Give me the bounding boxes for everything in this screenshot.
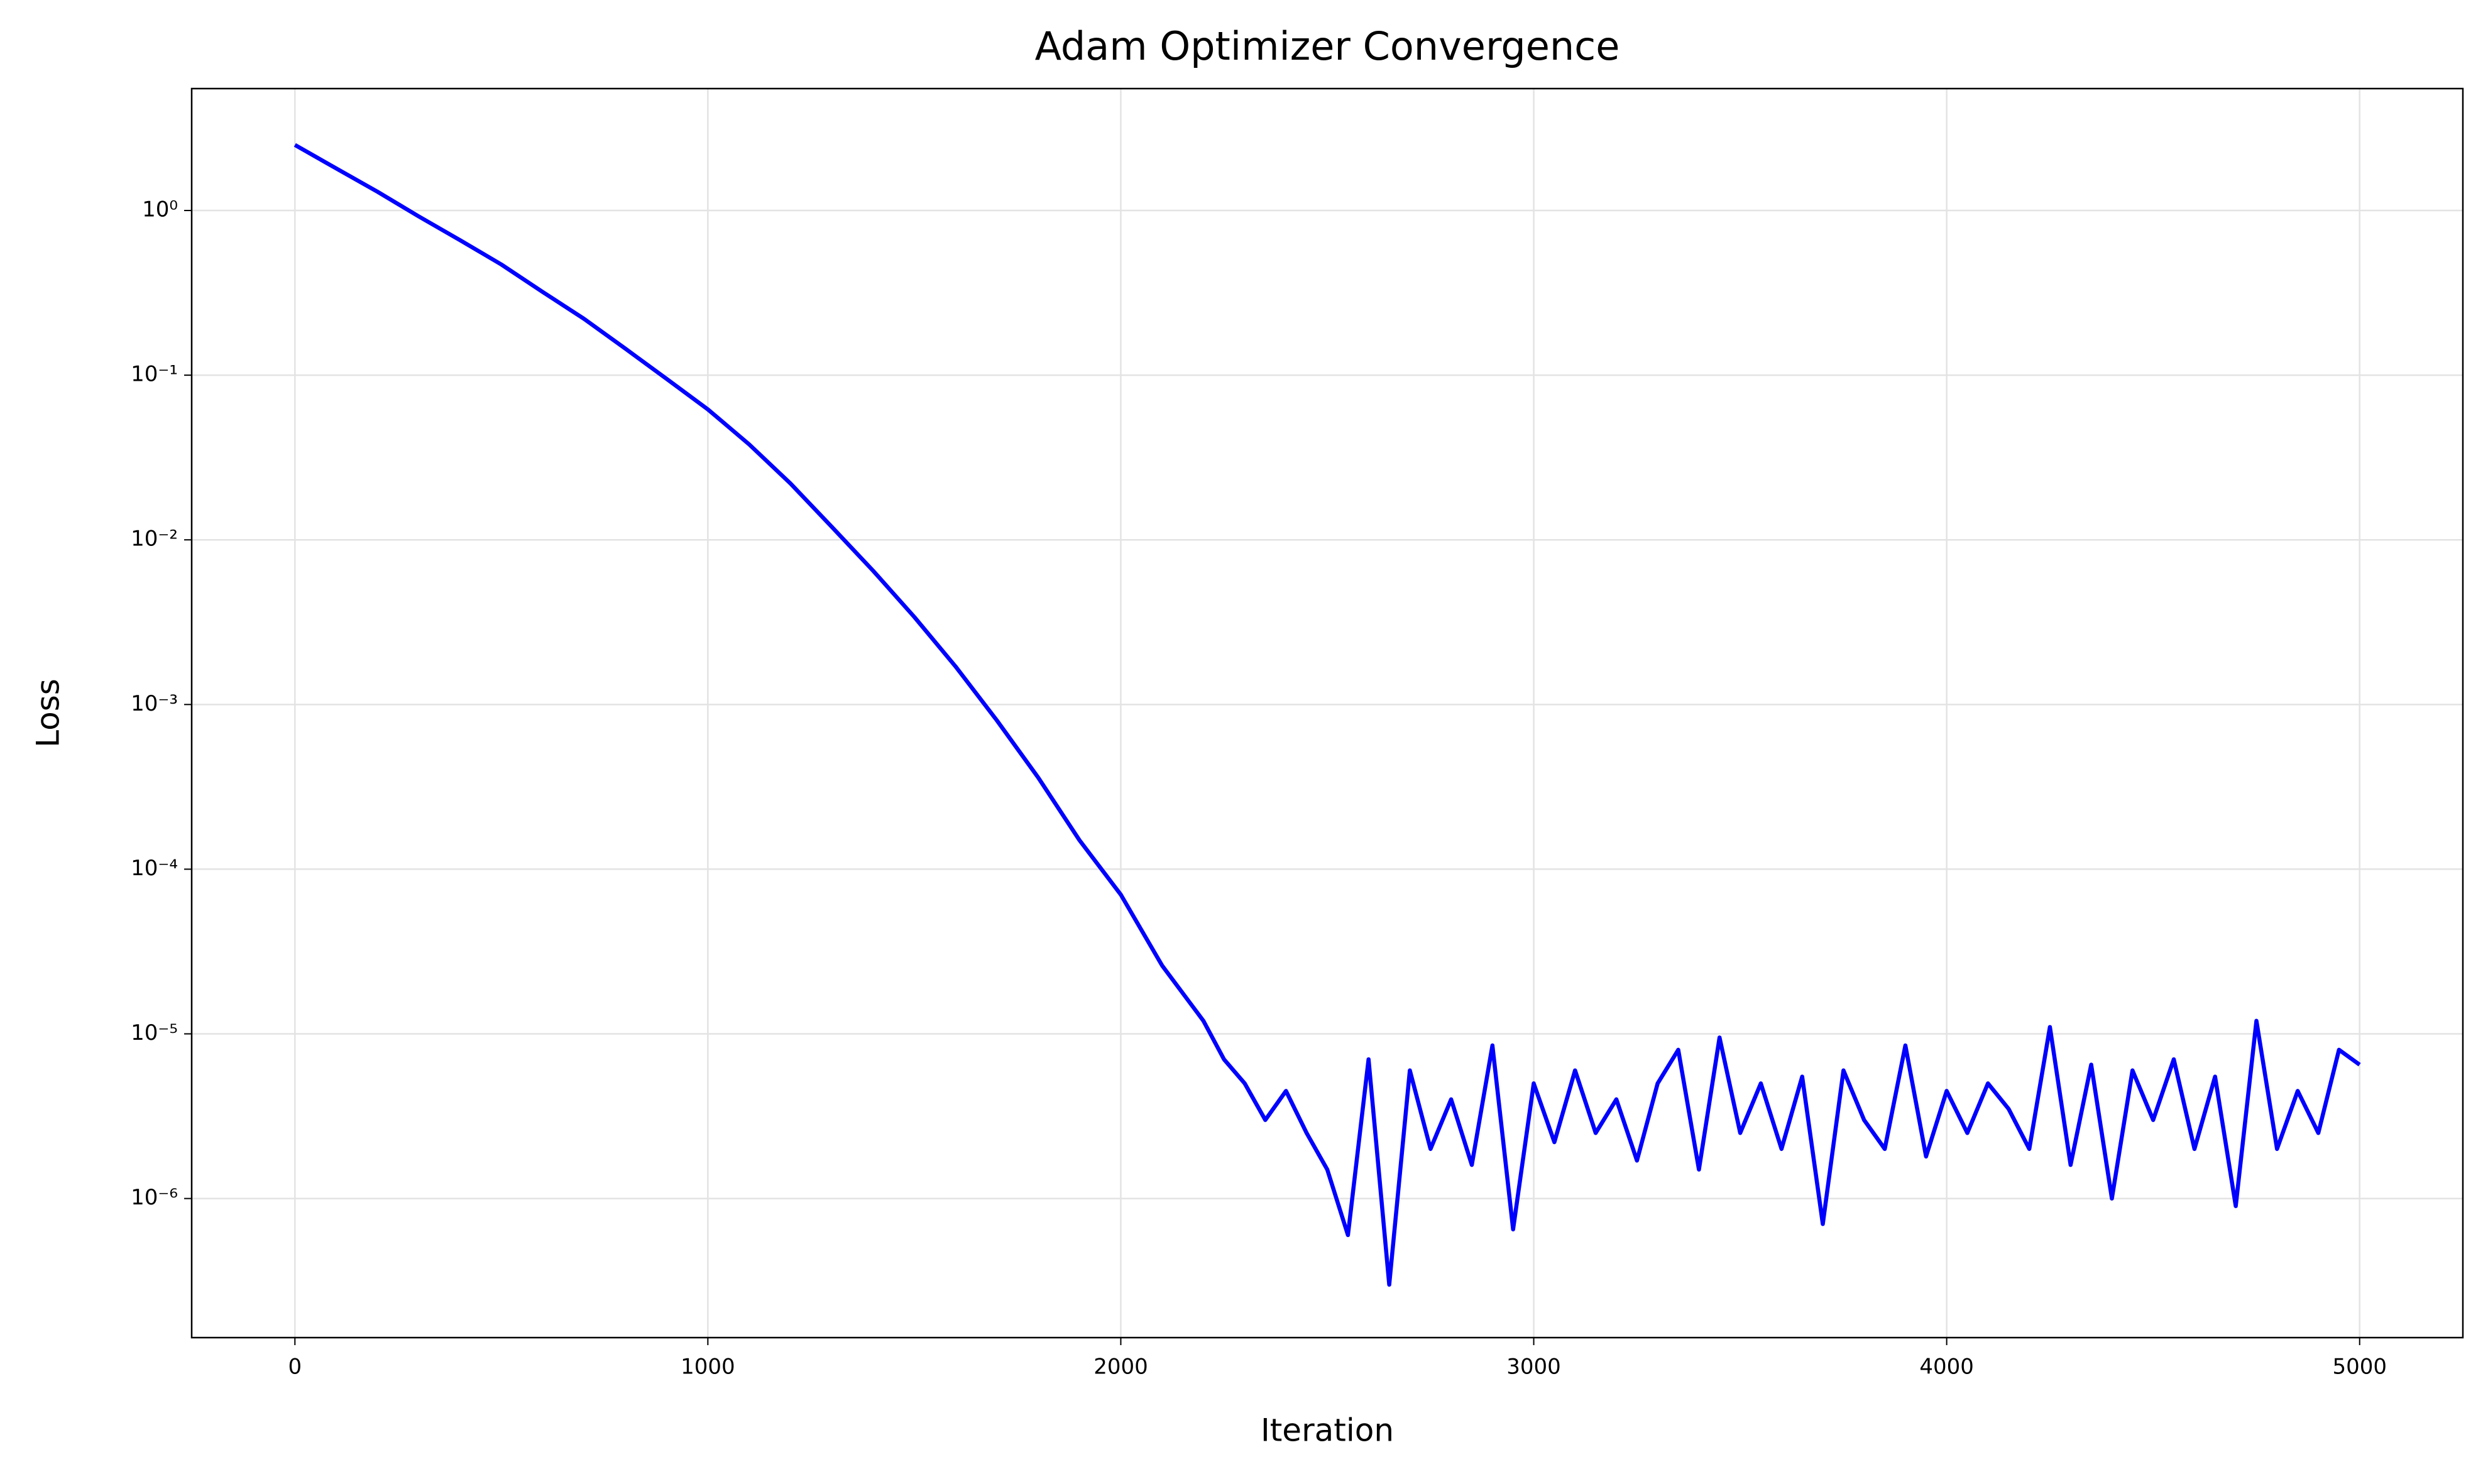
y-tick-label: 10⁻¹ [131, 362, 178, 387]
x-tick-label: 0 [288, 1355, 302, 1380]
loss-line [293, 143, 2361, 1287]
y-tick-label: 10⁻⁶ [131, 1185, 178, 1210]
x-tick-label: 4000 [1919, 1355, 1974, 1380]
y-axis-label: Loss [30, 679, 67, 748]
x-tick-label: 3000 [1506, 1355, 1561, 1380]
y-tick-label: 10⁻⁴ [131, 856, 178, 881]
y-tick-label: 10⁻⁵ [131, 1020, 178, 1045]
y-tick-label: 10⁰ [142, 197, 178, 222]
x-tick-label: 2000 [1093, 1355, 1148, 1380]
y-tick-label: 10⁻² [131, 526, 178, 552]
y-tick-label: 10⁻³ [131, 691, 178, 716]
chart-title: Adam Optimizer Convergence [1035, 23, 1620, 69]
x-tick-label: 1000 [681, 1355, 735, 1380]
x-axis-label: Iteration [1261, 1412, 1394, 1449]
x-tick-label: 5000 [2332, 1355, 2387, 1380]
plot-frame [190, 87, 2464, 1339]
